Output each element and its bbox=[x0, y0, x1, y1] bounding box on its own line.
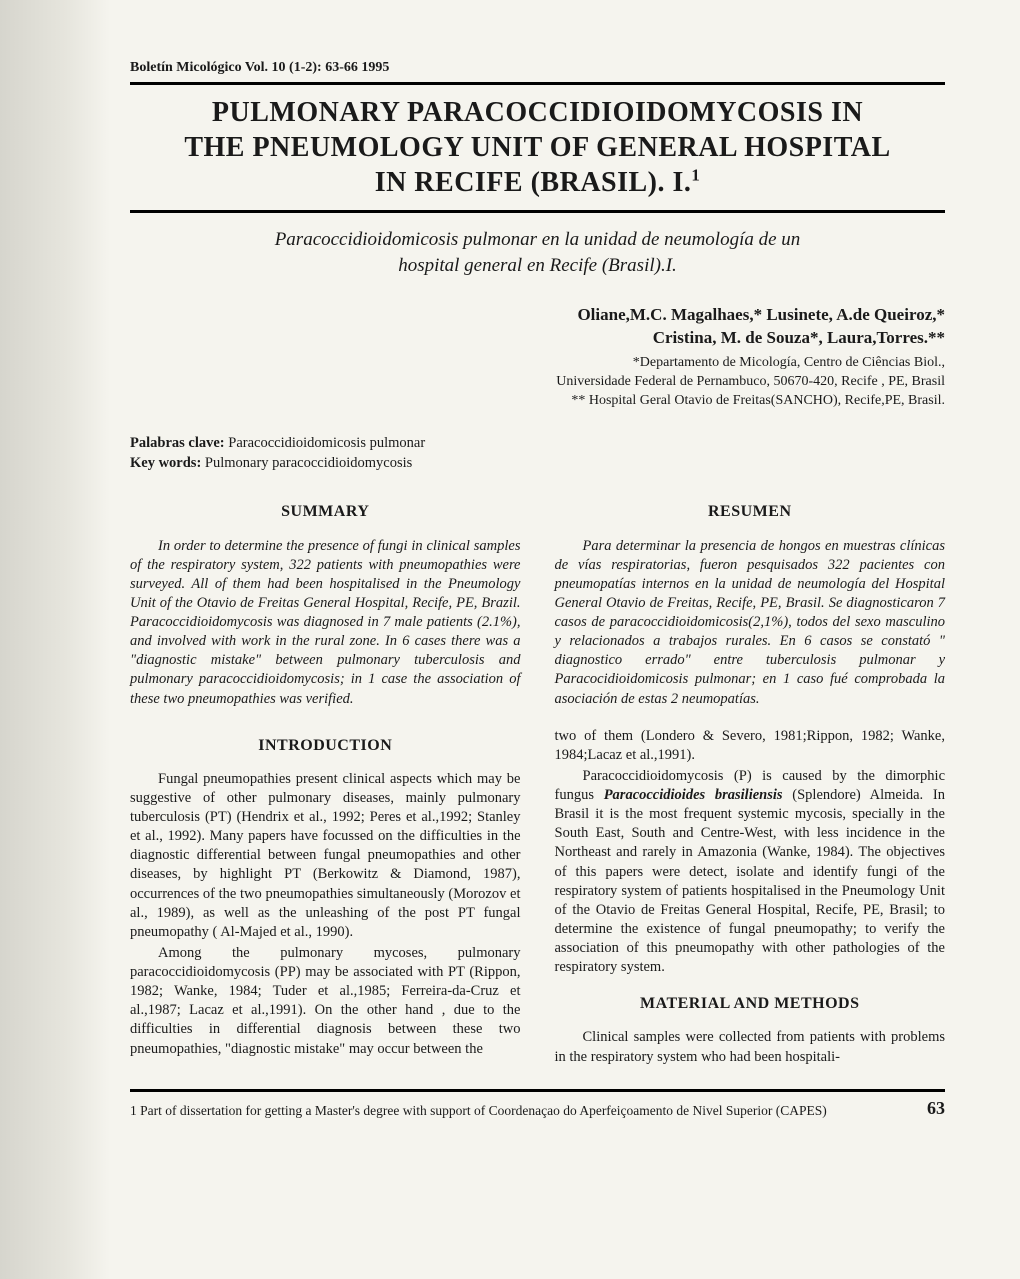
intro-continuation: two of them (Londero & Severo, 1981;Ripp… bbox=[555, 727, 946, 765]
intro-paragraph: Among the pulmonary mycoses, pulmonary p… bbox=[130, 944, 521, 1059]
resumen-text: Para determinar la presencia de hongos e… bbox=[555, 537, 946, 709]
article-subtitle: Paracoccidioidomicosis pulmonar en la un… bbox=[190, 227, 885, 278]
authors: Oliane,M.C. Magalhaes,* Lusinete, A.de Q… bbox=[130, 304, 945, 350]
material-methods-paragraph: Clinical samples were collected from pat… bbox=[555, 1028, 946, 1066]
article-title: PULMONARY PARACOCCIDIOIDOMYCOSIS IN THE … bbox=[130, 95, 945, 200]
footnote-text: 1 Part of dissertation for getting a Mas… bbox=[130, 1103, 827, 1119]
affil-line: *Departamento de Micología, Centro de Ci… bbox=[633, 355, 945, 370]
subtitle-line: Paracoccidioidomicosis pulmonar en la un… bbox=[275, 229, 801, 250]
title-footnote-marker: 1 bbox=[691, 166, 700, 185]
introduction-heading: INTRODUCTION bbox=[130, 735, 521, 756]
title-line: IN RECIFE (BRASIL). I. bbox=[375, 167, 692, 198]
affil-line: Universidade Federal de Pernambuco, 5067… bbox=[556, 374, 945, 389]
intro-paragraph: Paracoccidioidomycosis (P) is caused by … bbox=[555, 767, 946, 977]
keywords-label: Key words: bbox=[130, 455, 201, 471]
rule-under-title bbox=[130, 210, 945, 213]
resumen-heading: RESUMEN bbox=[555, 501, 946, 522]
subtitle-line: hospital general en Recife (Brasil).I. bbox=[398, 255, 677, 276]
footnote-row: 1 Part of dissertation for getting a Mas… bbox=[130, 1098, 945, 1119]
two-column-body: SUMMARY In order to determine the presen… bbox=[130, 491, 945, 1068]
rule-footer bbox=[130, 1089, 945, 1092]
material-methods-heading: MATERIAL AND METHODS bbox=[555, 993, 946, 1014]
keywords-en: Key words: Pulmonary paracoccidioidomyco… bbox=[130, 453, 945, 473]
authors-line: Cristina, M. de Souza*, Laura,Torres.** bbox=[653, 328, 945, 347]
page-number: 63 bbox=[927, 1098, 945, 1119]
summary-heading: SUMMARY bbox=[130, 501, 521, 522]
text-run: (Splendore) Almeida. In Brasil it is the… bbox=[555, 787, 946, 975]
species-name: Paracoccidioides brasiliensis bbox=[604, 787, 783, 803]
palabras-clave-value: Paracoccidioidomicosis pulmonar bbox=[225, 435, 426, 451]
palabras-clave: Palabras clave: Paracoccidioidomicosis p… bbox=[130, 433, 945, 453]
title-line: PULMONARY PARACOCCIDIOIDOMYCOSIS IN bbox=[212, 97, 863, 128]
summary-text: In order to determine the presence of fu… bbox=[130, 537, 521, 709]
title-line: THE PNEUMOLOGY UNIT OF GENERAL HOSPITAL bbox=[184, 132, 890, 163]
rule-top bbox=[130, 82, 945, 85]
keywords-value: Pulmonary paracoccidioidomycosis bbox=[201, 455, 412, 471]
authors-line: Oliane,M.C. Magalhaes,* Lusinete, A.de Q… bbox=[577, 305, 945, 324]
journal-citation: Boletín Micológico Vol. 10 (1-2): 63-66 … bbox=[130, 60, 945, 76]
left-column: SUMMARY In order to determine the presen… bbox=[130, 491, 521, 1068]
right-column: RESUMEN Para determinar la presencia de … bbox=[555, 491, 946, 1068]
affiliations: *Departamento de Micología, Centro de Ci… bbox=[130, 354, 945, 411]
affil-line: ** Hospital Geral Otavio de Freitas(SANC… bbox=[571, 393, 945, 408]
palabras-clave-label: Palabras clave: bbox=[130, 435, 225, 451]
keywords-block: Palabras clave: Paracoccidioidomicosis p… bbox=[130, 433, 945, 474]
intro-paragraph: Fungal pneumopathies present clinical as… bbox=[130, 770, 521, 942]
